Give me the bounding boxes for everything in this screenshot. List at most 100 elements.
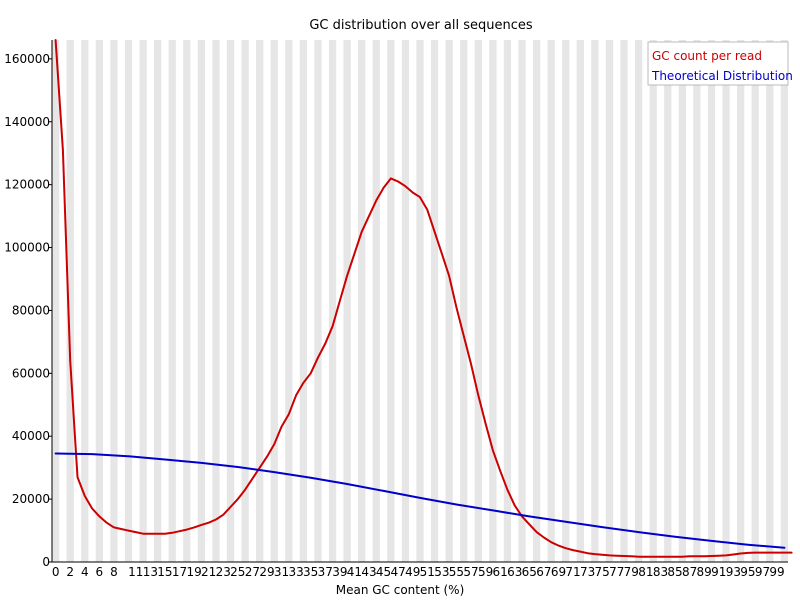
- y-tick-label: 160000: [4, 52, 50, 66]
- legend-box: [647, 41, 789, 86]
- x-tick-label: 13: [143, 565, 158, 579]
- x-tick-label: 33: [288, 565, 303, 579]
- x-axis: 0 2 4 6 8 11 13 15 17 19 21 23 25 27 29 31 33 35 37 39 41 43 4…: [52, 561, 788, 579]
- x-tick-label: 4: [81, 565, 89, 579]
- y-tick-label: 100000: [4, 241, 50, 255]
- grid-stripe: [532, 40, 541, 562]
- x-tick-label: 71: [565, 565, 580, 579]
- grid-stripe: [154, 40, 162, 562]
- grid-stripe: [489, 40, 497, 562]
- grid-stripe: [52, 40, 60, 562]
- y-tick-label: 140000: [4, 115, 50, 129]
- grid-stripe: [416, 40, 424, 562]
- grid-stripe: [387, 40, 395, 562]
- x-tick-label: 47: [390, 565, 405, 579]
- x-tick-label: 35: [303, 565, 318, 579]
- grid-stripe: [649, 40, 657, 562]
- grid-stripe: [693, 40, 701, 562]
- grid-stripe: [664, 40, 672, 562]
- y-tick-label: 60000: [12, 366, 50, 380]
- x-tick-label: 41: [347, 565, 362, 579]
- grid-stripe: [430, 40, 439, 562]
- y-tick-label: 120000: [4, 178, 50, 192]
- x-tick-label: 19: [186, 565, 201, 579]
- grid-stripe: [707, 40, 716, 562]
- x-tick-label: 27: [245, 565, 260, 579]
- grid-stripe: [95, 40, 104, 562]
- series-line-theoretical: [54, 452, 786, 549]
- grid-stripe: [722, 40, 730, 562]
- x-tick-label: 87: [682, 565, 697, 579]
- x-tick-label: 29: [259, 565, 274, 579]
- legend-entry-theoretical: Theoretical Distribution: [651, 69, 793, 83]
- grid-stripe: [736, 40, 745, 562]
- grid-stripe: [766, 40, 774, 562]
- grid-stripe: [256, 40, 264, 562]
- x-tick-label: 45: [376, 565, 391, 579]
- x-tick-label: 55: [449, 565, 464, 579]
- grid-stripe: [197, 40, 206, 562]
- x-tick-label: 75: [595, 565, 610, 579]
- grid-stripe: [372, 40, 380, 562]
- grid-stripe: [678, 40, 686, 562]
- grid-stripe: [139, 40, 147, 562]
- grid-stripe: [751, 40, 759, 562]
- series-lines: [54, 39, 793, 558]
- y-tick-label: 80000: [12, 303, 50, 317]
- x-tick-label: 77: [609, 565, 624, 579]
- x-tick-label: 91: [711, 565, 726, 579]
- x-tick-label: 43: [361, 565, 376, 579]
- grid-stripe: [780, 40, 788, 562]
- x-tick-label: 17: [172, 565, 187, 579]
- x-tick-label: 89: [697, 565, 712, 579]
- grid-stripe: [547, 40, 555, 562]
- grid-stripe: [299, 40, 308, 562]
- x-tick-label: 51: [420, 565, 435, 579]
- grid-stripe: [314, 40, 322, 562]
- x-tick-label: 49: [405, 565, 420, 579]
- x-tick-label: 99: [769, 565, 784, 579]
- x-tick-label: 61: [493, 565, 508, 579]
- grid-stripe: [285, 40, 293, 562]
- x-tick-label: 95: [740, 565, 755, 579]
- x-tick-label: 23: [216, 565, 231, 579]
- grid-stripe: [576, 40, 584, 562]
- x-tick-label: 31: [274, 565, 289, 579]
- grid-stripe: [634, 40, 643, 562]
- grid-stripe: [503, 40, 512, 562]
- x-tick-label: 8: [110, 565, 118, 579]
- grid-stripe: [518, 40, 526, 562]
- grid-stripe: [474, 40, 482, 562]
- grid-stripe: [212, 40, 220, 562]
- x-tick-label: 73: [580, 565, 595, 579]
- y-tick-label: 0: [42, 555, 50, 569]
- grid-stripe: [401, 40, 410, 562]
- chart-title: GC distribution over all sequences: [309, 18, 533, 33]
- x-tick-label: 85: [667, 565, 682, 579]
- grid-stripe: [270, 40, 278, 562]
- x-tick-label: 65: [522, 565, 537, 579]
- x-tick-label: 53: [434, 565, 449, 579]
- x-tick-label: 0: [52, 565, 60, 579]
- grid-stripes: [52, 40, 788, 562]
- x-tick-label: 79: [624, 565, 639, 579]
- grid-stripe: [110, 40, 118, 562]
- y-axis: 0 20000 40000 60000 80000 100000 120000 140000 1…: [4, 40, 53, 569]
- grid-stripe: [66, 40, 74, 562]
- grid-stripe: [591, 40, 599, 562]
- x-tick-label: 6: [96, 565, 104, 579]
- x-tick-label: 15: [157, 565, 172, 579]
- grid-stripe: [460, 40, 468, 562]
- x-tick-label: 39: [332, 565, 347, 579]
- x-tick-label: 93: [726, 565, 741, 579]
- x-tick-label: 57: [463, 565, 478, 579]
- x-tick-label: 2: [66, 565, 74, 579]
- x-tick-label: 69: [551, 565, 566, 579]
- grid-stripe: [445, 40, 453, 562]
- grid-stripe: [562, 40, 570, 562]
- grid-stripe: [81, 40, 89, 562]
- x-tick-label: 63: [507, 565, 522, 579]
- grid-stripe: [226, 40, 235, 562]
- grid-stripe: [343, 40, 351, 562]
- x-tick-label: 97: [755, 565, 770, 579]
